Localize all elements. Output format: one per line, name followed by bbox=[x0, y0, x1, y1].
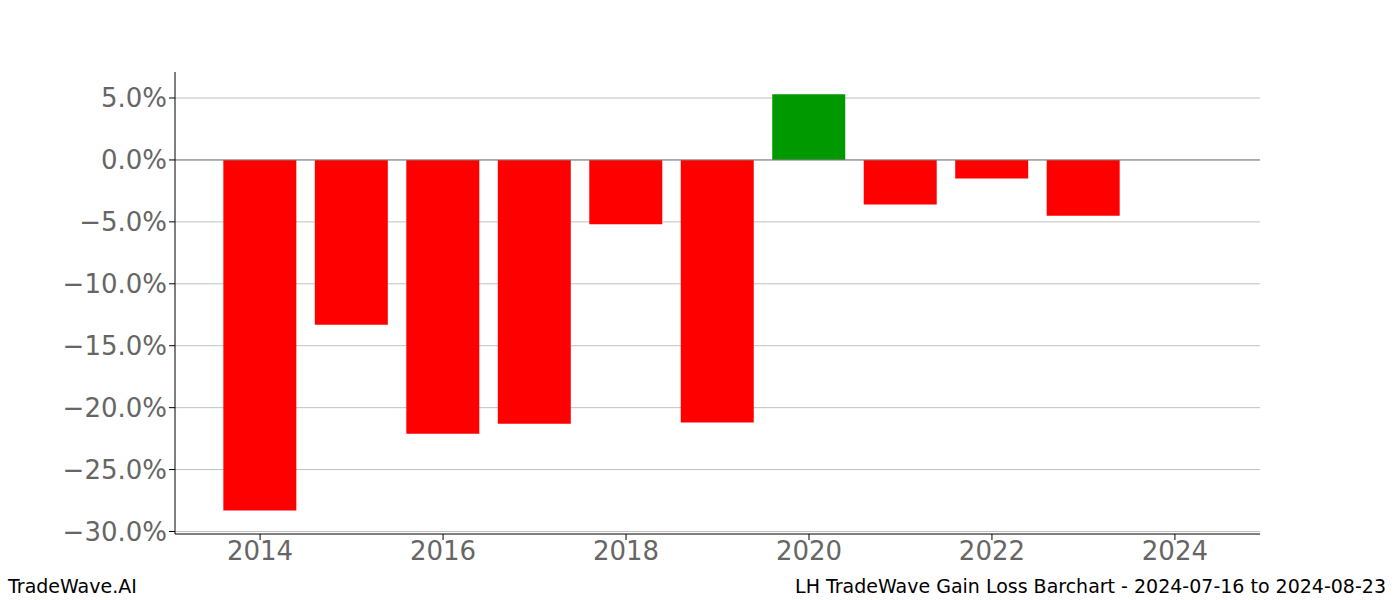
html-text:TradeWave.AI: TradeWave.AI bbox=[8, 575, 137, 597]
svg-text:2022: 2022 bbox=[959, 536, 1025, 566]
svg-text:−15.0%: −15.0% bbox=[63, 331, 167, 361]
svg-text:2018: 2018 bbox=[593, 536, 659, 566]
svg-text:0.0%: 0.0% bbox=[101, 145, 167, 175]
svg-text:2014: 2014 bbox=[227, 536, 293, 566]
svg-text:−10.0%: −10.0% bbox=[63, 269, 167, 299]
svg-text:2024: 2024 bbox=[1142, 536, 1208, 566]
svg-text:−25.0%: −25.0% bbox=[63, 455, 167, 485]
svg-text:5.0%: 5.0% bbox=[101, 83, 167, 113]
svg-text:−5.0%: −5.0% bbox=[79, 207, 167, 237]
svg-text:−20.0%: −20.0% bbox=[63, 393, 167, 423]
svg-text:−30.0%: −30.0% bbox=[63, 517, 167, 547]
svg-text:2020: 2020 bbox=[776, 536, 842, 566]
html-text:LH TradeWave Gain Loss Barchar: LH TradeWave Gain Loss Barchart - 2024-0… bbox=[795, 575, 1386, 597]
svg-text:2016: 2016 bbox=[410, 536, 476, 566]
